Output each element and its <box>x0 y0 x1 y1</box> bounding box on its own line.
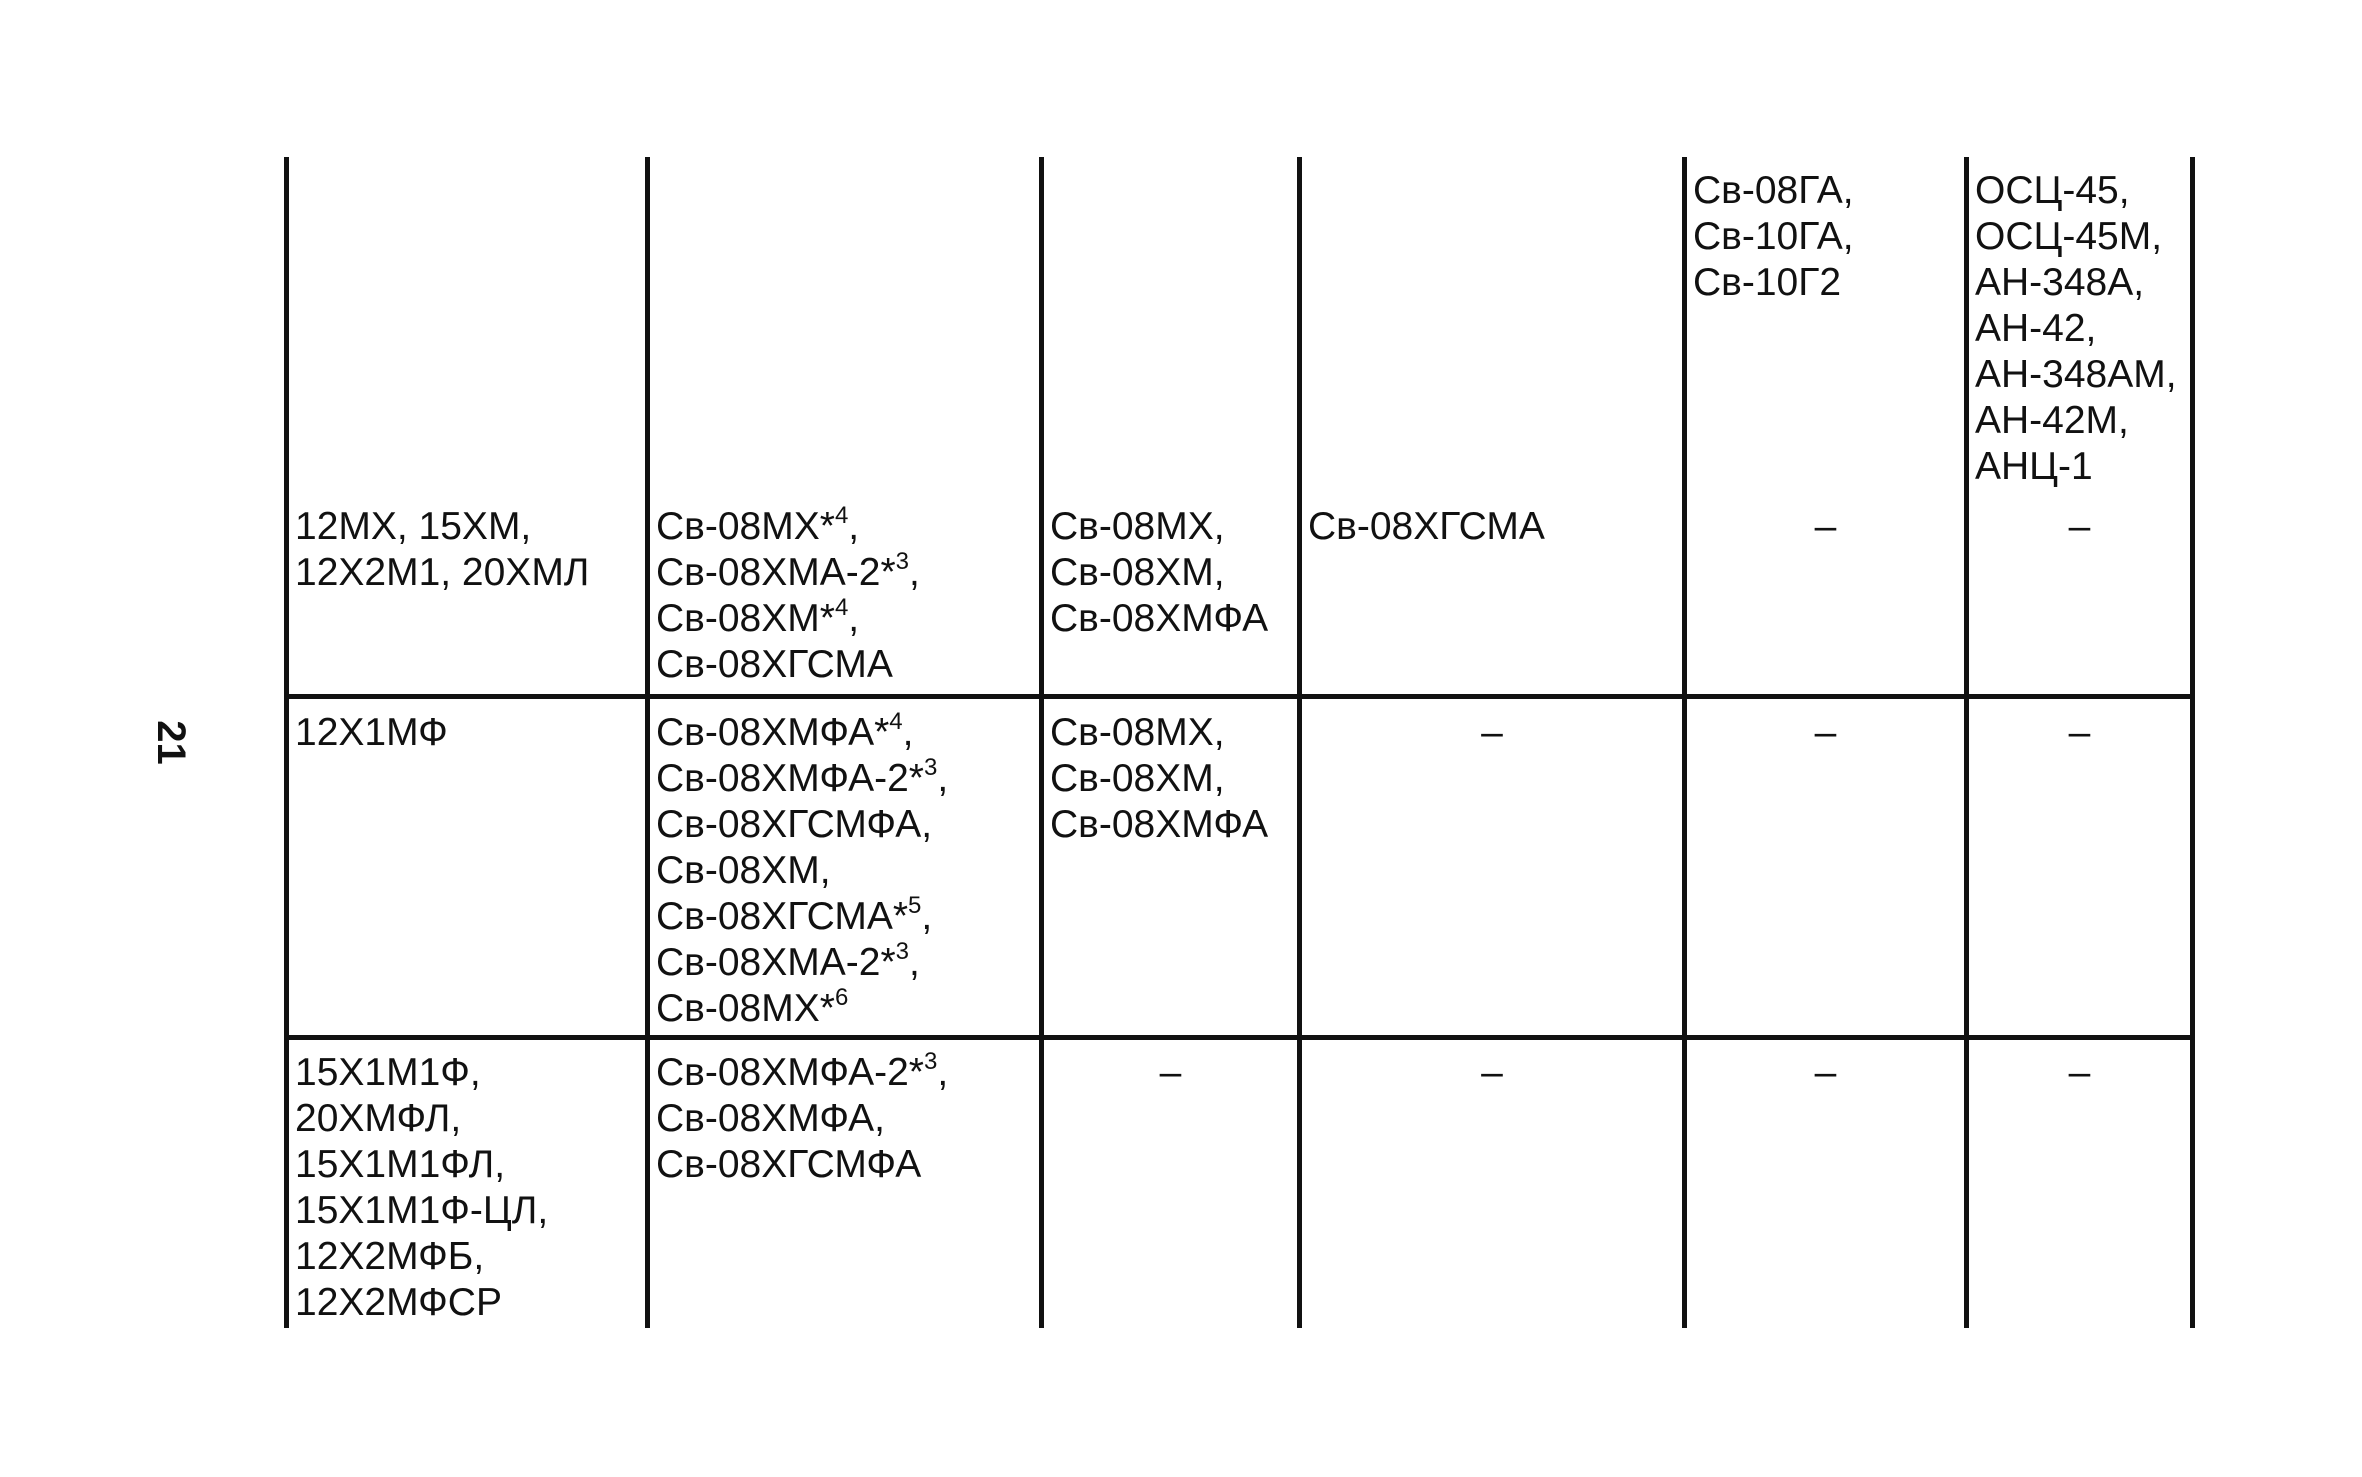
punctuation: , <box>908 941 920 984</box>
table-cell: 12МХ, 15ХМ, 12Х2М1, 20ХМЛ <box>295 504 589 596</box>
cell-line: Св-08ХМ, <box>1050 757 1225 800</box>
column-rule <box>1964 157 1969 1328</box>
punctuation: , <box>902 711 914 754</box>
column-rule <box>2190 157 2195 1328</box>
cell-line: Св-08ХГСМФА <box>656 1143 922 1186</box>
footnote-ref: 3 <box>923 1048 938 1075</box>
cell-line: Св-08ХГСМФА, <box>656 803 933 846</box>
table-cell: Св-08ХМФА*4, Св-08ХМФА-2*3, Св-08ХГСМФА, Св… <box>656 710 948 1032</box>
material-name: Св-08ХМ* <box>656 597 835 640</box>
footnote-ref: 5 <box>908 892 922 919</box>
punctuation: , <box>908 551 920 594</box>
column-rule <box>1039 157 1044 1328</box>
footnote-ref: 3 <box>895 938 909 965</box>
footnote-ref: 3 <box>923 754 938 781</box>
column-rule <box>1682 157 1687 1328</box>
material-name: Св-08ХМФА-2* <box>656 757 924 800</box>
cell-line: Св-08ХМ, <box>1050 551 1225 594</box>
material-name: Св-08ХМА-2* <box>656 941 896 984</box>
punctuation: , <box>937 1051 949 1094</box>
cell-line: Св-08ХМФА-2*3, <box>656 756 948 802</box>
cell-line: 15Х1М1Ф, <box>295 1051 481 1094</box>
table-cell: ОСЦ-45, ОСЦ-45М, АН-348А, АН-42, АН-348АМ, АН… <box>1975 168 2177 490</box>
dash-cell: – <box>1481 711 1503 754</box>
dash-cell: – <box>1159 1051 1182 1094</box>
cell-line: Св-08МХ*6 <box>656 986 948 1032</box>
cell-line: Св-08ХМ, <box>656 849 831 892</box>
column-rule <box>645 157 650 1328</box>
cell-line: 12Х2МФБ, <box>295 1235 485 1278</box>
cell-line: ОСЦ-45М, <box>1975 215 2163 258</box>
footnote-ref: 4 <box>834 594 849 621</box>
punctuation: , <box>848 597 860 640</box>
dash-cell: – <box>2068 1051 2091 1094</box>
material-name: Св-08ХГСМА* <box>656 895 909 938</box>
cell-line: Св-08ХМФА <box>1050 803 1269 846</box>
cell-line: Св-10ГА, <box>1693 215 1854 258</box>
cell-line: АНЦ-1 <box>1975 445 2093 488</box>
cell-line: Св-08ХМ*4, <box>656 596 920 642</box>
dash-cell: – <box>1814 711 1837 754</box>
cell-line: Св-08МХ, <box>1050 711 1225 754</box>
table-cell: Св-08ХМФА-2*3, Св-08ХМФА, Св-08ХГСМФА <box>656 1050 948 1188</box>
footnote-ref: 6 <box>834 984 849 1011</box>
table-cell: Св-08ГА, Св-10ГА, Св-10Г2 <box>1693 168 1854 306</box>
cell-line: 15Х1М1ФЛ, <box>295 1143 506 1186</box>
material-name: Св-08ХМФА* <box>656 711 890 754</box>
row-rule <box>284 694 2195 699</box>
column-rule <box>1297 157 1302 1328</box>
cell-line: Св-08ХМФА*4, <box>656 710 948 756</box>
cell-line: Св-08ХГСМА*5, <box>656 894 948 940</box>
punctuation: , <box>937 757 949 800</box>
cell-line: Св-08ХМА-2*3, <box>656 940 948 986</box>
dash-cell: – <box>1481 1051 1503 1094</box>
cell-line: Св-08ХМФА <box>1050 597 1269 640</box>
cell-line: 12Х2МФСР <box>295 1281 502 1324</box>
punctuation: , <box>921 895 933 938</box>
cell-line: Св-08МХ*4, <box>656 504 920 550</box>
cell-line: АН-42М, <box>1975 399 2129 442</box>
row-rule <box>284 1035 2195 1040</box>
material-name: Св-08МХ* <box>656 987 835 1030</box>
page-number: 21 <box>148 720 193 765</box>
cell-line: Св-08ГА, <box>1693 169 1854 212</box>
dash-cell: – <box>1814 505 1837 548</box>
cell-line: Св-08ХГСМА <box>1308 505 1545 548</box>
punctuation: , <box>848 505 860 548</box>
cell-line: АН-42, <box>1975 307 2097 350</box>
column-rule <box>284 157 289 1328</box>
footnote-ref: 4 <box>889 708 903 735</box>
cell-line: 12Х1МФ <box>295 711 448 754</box>
dash-cell: – <box>2068 505 2091 548</box>
table-cell: 12Х1МФ <box>295 710 448 756</box>
table-cell: Св-08ХГСМА <box>1308 504 1545 550</box>
table-cell: Св-08МХ, Св-08ХМ, Св-08ХМФА <box>1050 504 1268 642</box>
cell-line: 20ХМФЛ, <box>295 1097 462 1140</box>
cell-line: Св-08ХМА-2*3, <box>656 550 920 596</box>
cell-line: Св-10Г2 <box>1693 261 1842 304</box>
cell-line: Св-08МХ, <box>1050 505 1225 548</box>
table-cell: Св-08МХ*4, Св-08ХМА-2*3, Св-08ХМ*4, Св-08ХГ… <box>656 504 920 688</box>
cell-line: Св-08ХГСМА <box>656 643 893 686</box>
material-name: Св-08ХМА-2* <box>656 551 896 594</box>
table-cell: 15Х1М1Ф, 20ХМФЛ, 15Х1М1ФЛ, 15Х1М1Ф-ЦЛ, 12Х2М… <box>295 1050 548 1326</box>
footnote-ref: 4 <box>834 502 849 529</box>
cell-line: Св-08ХМФА-2*3, <box>656 1050 948 1096</box>
dash-cell: – <box>2068 711 2091 754</box>
cell-line: 12Х2М1, 20ХМЛ <box>295 551 590 594</box>
cell-line: Св-08ХМФА, <box>656 1097 885 1140</box>
cell-line: АН-348А, <box>1975 261 2145 304</box>
material-name: Св-08МХ* <box>656 505 835 548</box>
table-cell: Св-08МХ, Св-08ХМ, Св-08ХМФА <box>1050 710 1268 848</box>
material-name: Св-08ХМФА-2* <box>656 1051 924 1094</box>
cell-line: 12МХ, 15ХМ, <box>295 505 532 548</box>
cell-line: АН-348АМ, <box>1975 353 2177 396</box>
footnote-ref: 3 <box>895 548 909 575</box>
cell-line: ОСЦ-45, <box>1975 169 2130 212</box>
cell-line: 15Х1М1Ф-ЦЛ, <box>295 1189 549 1232</box>
dash-cell: – <box>1814 1051 1837 1094</box>
